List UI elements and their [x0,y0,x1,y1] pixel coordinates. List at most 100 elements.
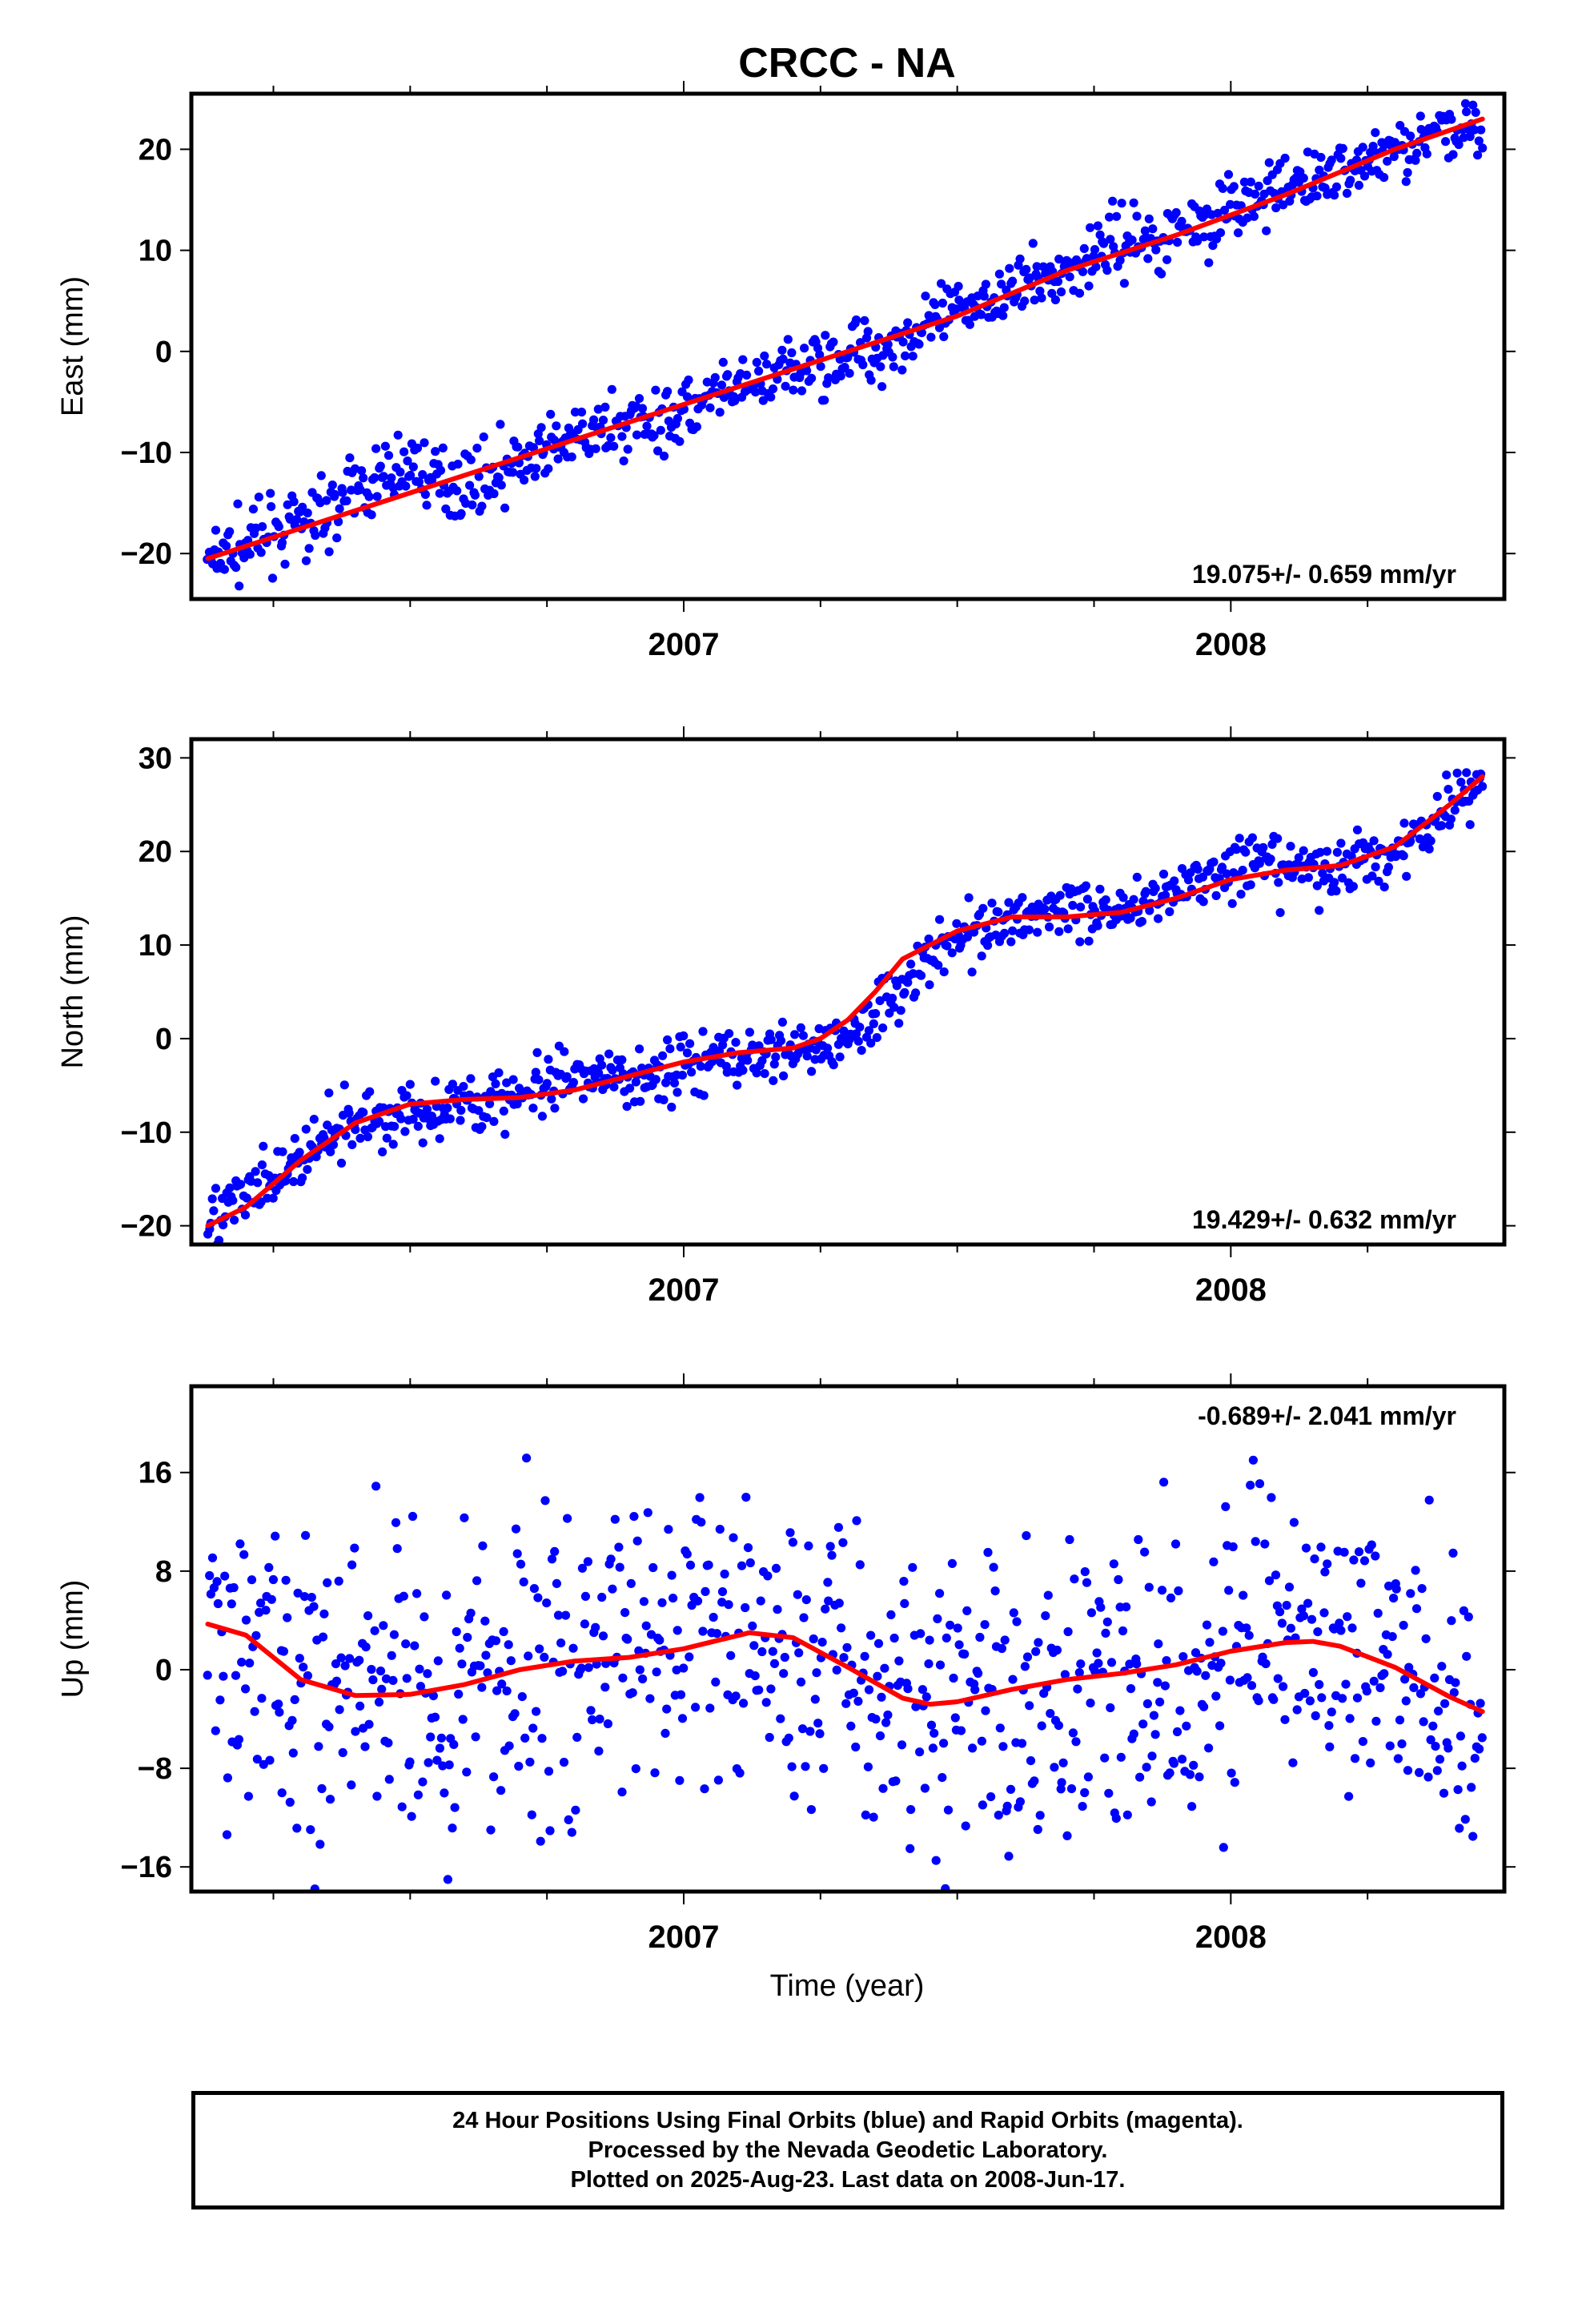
data-point [745,1558,755,1568]
data-point [1183,875,1194,885]
data-point [1319,1608,1329,1618]
data-point [481,1651,491,1660]
data-point [524,1651,533,1661]
data-point [1415,1767,1424,1777]
data-point [1263,176,1272,186]
data-point [408,1115,418,1124]
data-point [553,1610,564,1620]
data-point [418,1777,428,1787]
data-point [1261,1659,1271,1669]
data-point [1020,1662,1030,1671]
data-point [1406,1589,1415,1598]
data-point [641,1621,651,1630]
data-point [1057,1778,1066,1787]
data-point [717,1587,728,1597]
data-point [259,1141,268,1151]
data-point [292,515,302,525]
data-point [1269,1695,1279,1704]
rate-annotation: 19.075+/- 0.659 mm/yr [1192,560,1456,589]
data-point [1199,232,1209,242]
data-point [1375,1683,1385,1693]
data-point [823,1578,833,1587]
data-point [560,1610,571,1620]
data-point [1020,296,1030,306]
data-point [669,1078,680,1088]
data-point [947,948,957,958]
data-point [897,1740,907,1750]
data-point [500,503,510,513]
data-point [1026,1756,1036,1766]
data-point [372,1791,382,1801]
data-point [338,488,347,497]
data-point [967,967,977,977]
data-point [1193,864,1203,874]
data-point [1111,1814,1121,1823]
data-point [1478,143,1488,153]
data-point [448,1823,457,1833]
data-point [1421,1634,1431,1643]
data-point [471,1732,480,1742]
data-point [375,461,385,471]
data-point [370,472,379,483]
data-point [617,1055,627,1064]
data-point [248,505,258,514]
data-point [752,357,761,368]
y-axis-label: North (mm) [56,915,90,1068]
data-point [1371,128,1380,138]
data-point [692,422,702,432]
data-point [1022,1531,1031,1541]
data-point [653,446,663,456]
model-fit-line [205,774,1485,1228]
data-point [1100,1753,1110,1763]
data-point [928,1743,938,1753]
data-point [1451,1678,1460,1687]
data-point [477,501,487,511]
data-point [939,1739,949,1748]
data-point [1106,1658,1117,1667]
data-point [1062,1831,1072,1840]
data-point [900,987,909,998]
data-point [1169,1759,1178,1768]
data-point [661,1728,670,1738]
data-point [608,1584,617,1594]
data-point [1358,143,1367,152]
data-point [578,419,588,428]
data-point [432,1755,442,1765]
data-point [1076,1659,1086,1669]
data-point [760,351,769,361]
data-point [704,1560,713,1570]
data-point [1437,821,1447,830]
model-fit-line [205,1622,1485,1715]
data-point [1126,1684,1136,1694]
data-point [866,376,876,385]
data-point [277,1788,287,1798]
data-point [361,1642,371,1652]
data-point [903,978,913,987]
data-point [527,1810,536,1819]
data-point [986,1792,996,1802]
data-point [442,1590,452,1600]
data-point [1249,211,1259,221]
data-point [298,1173,307,1183]
data-point [591,444,600,453]
data-point [1369,836,1379,846]
data-point [1462,1651,1472,1661]
data-point [257,1694,267,1703]
data-point [466,1074,476,1084]
data-point [274,1699,283,1709]
data-point [219,565,229,574]
data-point [1162,1656,1171,1666]
data-point [956,1726,966,1735]
data-point [645,1694,655,1703]
data-point [477,1683,487,1692]
data-point [213,1598,223,1609]
data-point [739,1699,749,1708]
data-point [1349,1555,1359,1565]
data-point [253,1178,263,1188]
data-point [326,1147,335,1156]
data-point [1423,1772,1433,1782]
data-point [247,1575,257,1585]
data-point [1282,1601,1291,1610]
data-point [804,1541,813,1550]
data-point [1155,1697,1165,1707]
